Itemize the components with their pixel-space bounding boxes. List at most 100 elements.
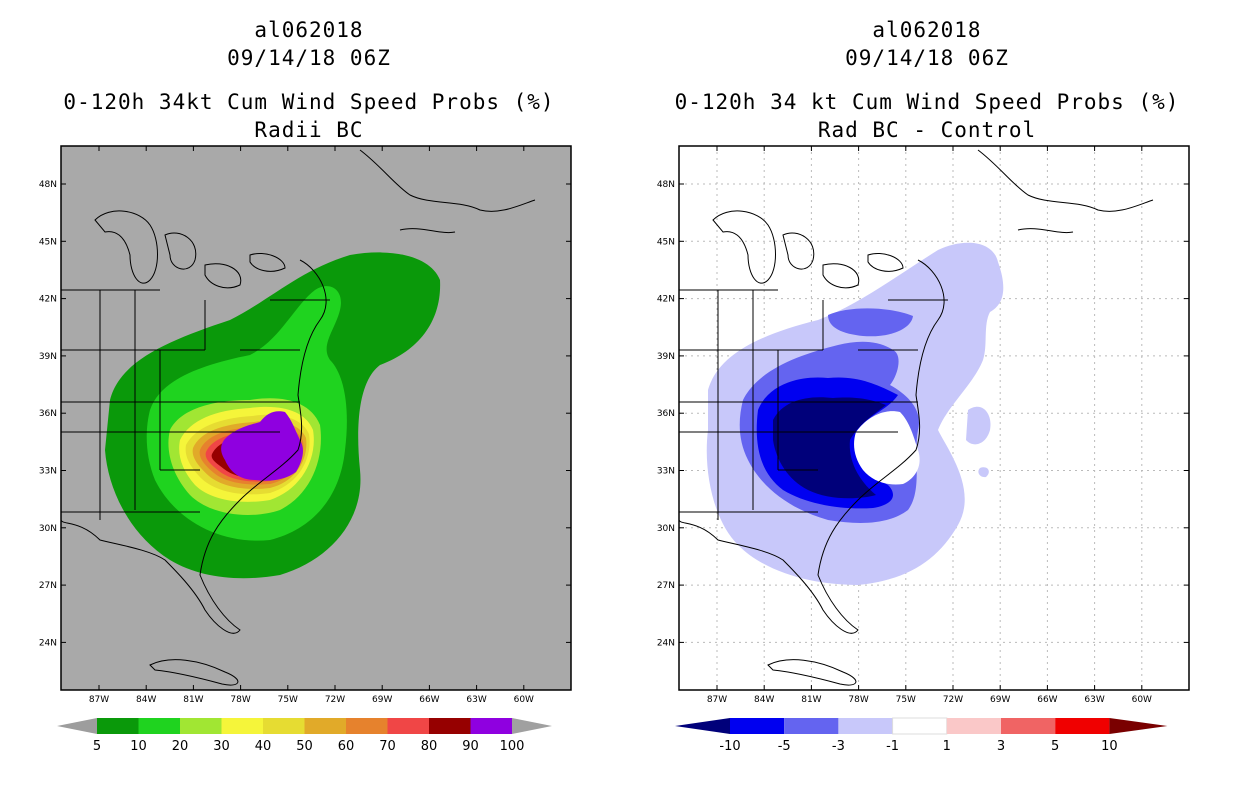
colorbar-arrow-high [1109,718,1168,734]
colorbar-label: 1 [943,739,951,754]
colorbar-swatch [892,717,948,735]
lon-label: 87W [89,695,109,705]
colorbar-label: 20 [172,739,189,754]
colorbar-label: -3 [832,739,845,754]
lon-label: 81W [801,695,821,705]
left-panel: al062018 09/14/18 06Z 0-120h 34kt Cum Wi… [39,18,572,754]
colorbar-swatch [1055,718,1110,734]
coastline [679,259,945,634]
colorbar-arrow-low [675,718,730,734]
colorbar-label: 10 [130,739,147,754]
canada-coast [977,149,1154,234]
lon-label: 60W [514,695,534,705]
colorbar-label: 100 [500,739,525,754]
map-outlines [61,149,536,686]
colorbar-swatch [346,718,388,734]
lat-label: 33N [657,467,675,477]
contour-minus-10 [773,397,886,499]
panel-subtitle: Rad BC - Control [817,118,1037,142]
colorbar-arrow-low [57,718,97,734]
axis-ticks: 48N 45N 42N 39N 36N 33N 30N 27N 24N 87W 84W 81W 78W 7… [657,146,1189,705]
canada-coast [359,149,536,234]
colorbar-label: 10 [1101,739,1118,754]
colorbar-label: -5 [778,739,791,754]
colorbar-swatch [838,718,893,734]
lon-label: 69W [990,695,1010,705]
cuba [149,659,239,686]
colorbar-swatch [97,718,139,734]
map-outlines [679,149,1154,686]
lon-label: 78W [848,695,868,705]
product-title: 0-120h 34 kt Cum Wind Speed Probs (%) [674,90,1180,114]
datetime-label: 09/14/18 06Z [845,46,1009,70]
colorbar-label: 3 [997,739,1005,754]
lat-label: 48N [657,180,675,190]
lat-label: 36N [657,409,675,419]
difference-contours [706,242,1004,586]
colorbar-swatch [180,718,222,734]
colorbar-label: 40 [255,739,272,754]
map-frame [678,145,1190,691]
lat-label: 39N [657,352,675,362]
colorbar-label: 70 [379,739,396,754]
colorbar-label: 5 [1051,739,1059,754]
contour-minus-1-east [966,406,991,478]
colorbar-swatch [784,718,839,734]
product-title: 0-120h 34kt Cum Wind Speed Probs (%) [63,90,555,114]
lat-label: 42N [39,295,57,305]
lon-label: 66W [419,695,439,705]
lon-label: 72W [943,695,963,705]
great-lakes [94,210,286,289]
colorbar-label: 5 [93,739,101,754]
lat-label: 30N [39,524,57,534]
difference-map: 48N 45N 42N 39N 36N 33N 30N 27N 24N 87W 84W 81W 78W 7… [657,145,1190,754]
colorbar-label: 60 [338,739,355,754]
colorbar-label: 50 [296,739,313,754]
colorbar: 5 10 20 30 40 50 60 70 80 90 100 [57,718,552,754]
colorbar-label: 80 [421,739,438,754]
lat-label: 27N [39,581,57,591]
lat-label: 45N [657,237,675,247]
map-frame [60,145,572,691]
lon-label: 81W [183,695,203,705]
colorbar: -10 -5 -3 -1 1 3 5 10 [675,717,1168,754]
datetime-label: 09/14/18 06Z [227,46,391,70]
lon-label: 72W [325,695,345,705]
lon-label: 63W [1084,695,1104,705]
lon-label: 87W [707,695,727,705]
positive-island [854,411,920,485]
coastline [61,259,327,634]
lat-label: 39N [39,352,57,362]
colorbar-swatch [387,718,429,734]
probability-map: 48N 45N 42N 39N 36N 33N 30N 27N 24N 87W 84W 81W 78W 7… [39,145,572,754]
lat-label: 36N [39,409,57,419]
lon-label: 75W [278,695,298,705]
colorbar-swatch [946,718,1001,734]
colorbar-arrow-high [512,718,552,734]
lat-label: 24N [657,638,675,648]
contour-100 [221,411,303,481]
cuba [767,659,857,686]
colorbar-swatch [304,718,346,734]
lon-label: 78W [230,695,250,705]
lon-label: 63W [466,695,486,705]
lon-label: 66W [1037,695,1057,705]
colorbar-label: -10 [719,739,740,754]
colorbar-swatch [1001,718,1056,734]
colorbar-swatch [138,718,180,734]
colorbar-swatch [429,718,471,734]
colorbar-label: -1 [886,739,899,754]
probability-contours [105,252,441,579]
lat-label: 33N [39,467,57,477]
lon-label: 84W [136,695,156,705]
colorbar-swatch [470,718,512,734]
state-borders [61,289,330,520]
colorbar-swatch [730,718,785,734]
lat-label: 42N [657,295,675,305]
grid-lines [679,146,1189,690]
storm-id-label: al062018 [254,18,364,42]
lon-label: 75W [896,695,916,705]
lon-label: 84W [754,695,774,705]
colorbar-swatch [221,718,263,734]
colorbar-swatch [263,718,305,734]
